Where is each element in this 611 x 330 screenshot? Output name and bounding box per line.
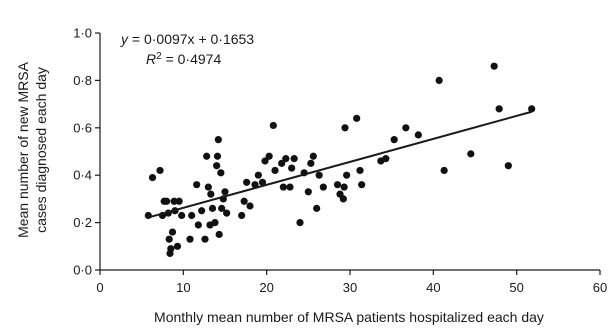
x-tick-label: 60 (593, 280, 607, 295)
data-point (313, 204, 321, 212)
data-point (170, 197, 178, 205)
data-point (261, 157, 269, 165)
y-tick-label: 0·8 (73, 73, 92, 88)
data-point (528, 105, 536, 113)
data-point (279, 183, 287, 191)
data-point (168, 228, 177, 236)
data-point (382, 155, 390, 163)
data-point (467, 150, 475, 158)
data-point (243, 178, 251, 186)
data-point (207, 190, 215, 198)
x-tick-label: 10 (176, 280, 190, 295)
data-point (309, 152, 317, 160)
y-tick-label: 0·4 (73, 168, 92, 183)
data-point (193, 181, 201, 189)
x-tick-label: 30 (343, 280, 357, 295)
data-point (240, 197, 248, 205)
data-point (278, 159, 286, 167)
data-point (290, 155, 298, 163)
data-point (178, 211, 186, 220)
data-point (490, 62, 498, 70)
data-point (333, 181, 342, 189)
data-point (288, 164, 296, 172)
x-tick-label: 0 (96, 280, 103, 295)
data-point (214, 136, 222, 144)
data-point (440, 166, 448, 175)
y-tick-label: 0·6 (73, 120, 92, 135)
data-point (356, 166, 364, 175)
x-tick-label: 40 (426, 280, 440, 295)
data-point (304, 188, 312, 196)
data-point (269, 121, 277, 130)
data-point (221, 188, 229, 196)
data-point (343, 171, 351, 179)
data-point (414, 131, 422, 139)
data-point (204, 183, 212, 191)
data-point (215, 230, 223, 239)
x-tick-label: 50 (509, 280, 523, 295)
data-point (296, 219, 304, 227)
data-point (265, 152, 273, 160)
data-point (163, 197, 171, 205)
data-point (390, 136, 398, 144)
data-point (251, 181, 259, 189)
data-point (211, 219, 219, 227)
data-point (194, 221, 202, 229)
data-point (258, 178, 267, 186)
data-point (353, 114, 361, 122)
data-point (188, 211, 196, 220)
data-point (504, 162, 512, 170)
data-point (198, 207, 206, 215)
data-point (218, 204, 226, 212)
data-point (217, 169, 225, 177)
data-point (319, 183, 327, 191)
data-point (223, 209, 231, 217)
ticks: 0 10 20 30 40 50 60 0·0 0·2 0·4 0·6 0·8 1·0 (73, 26, 607, 296)
data-point (167, 245, 175, 253)
data-point (307, 159, 315, 167)
data-point (201, 235, 209, 243)
data-point (402, 124, 410, 132)
data-point (341, 124, 349, 132)
data-point (358, 181, 366, 189)
data-point (254, 171, 262, 179)
data-point (339, 195, 347, 203)
data-point (340, 183, 348, 191)
data-point (286, 183, 294, 191)
trendline (146, 110, 532, 219)
data-points (144, 62, 536, 258)
data-point (148, 173, 157, 182)
y-tick-label: 0·2 (73, 215, 92, 230)
y-tick-label: 1·0 (73, 26, 92, 41)
y-axis-label: Mean number of new MRSA cases diagnosed e… (15, 61, 49, 238)
data-point (282, 155, 290, 163)
data-point (495, 105, 503, 113)
r-squared-label: R2 = 0·4974 (146, 51, 221, 68)
data-point (173, 242, 182, 250)
y-tick-label: 0·0 (73, 263, 92, 278)
data-point (238, 211, 246, 220)
data-point (165, 235, 173, 243)
data-point (315, 171, 323, 179)
data-point (213, 162, 221, 170)
data-point (435, 76, 443, 84)
x-axis-label: Monthly mean number of MRSA patients hos… (154, 309, 544, 325)
regression-equation: y = 0·0097x + 0·1653 (120, 31, 254, 47)
x-tick-label: 20 (259, 280, 273, 295)
data-point (156, 166, 164, 175)
data-point (213, 152, 222, 160)
data-point (246, 202, 254, 210)
data-point (186, 235, 194, 243)
data-point (271, 166, 279, 175)
data-point (208, 204, 217, 212)
data-point (175, 197, 183, 205)
data-point (203, 152, 211, 160)
